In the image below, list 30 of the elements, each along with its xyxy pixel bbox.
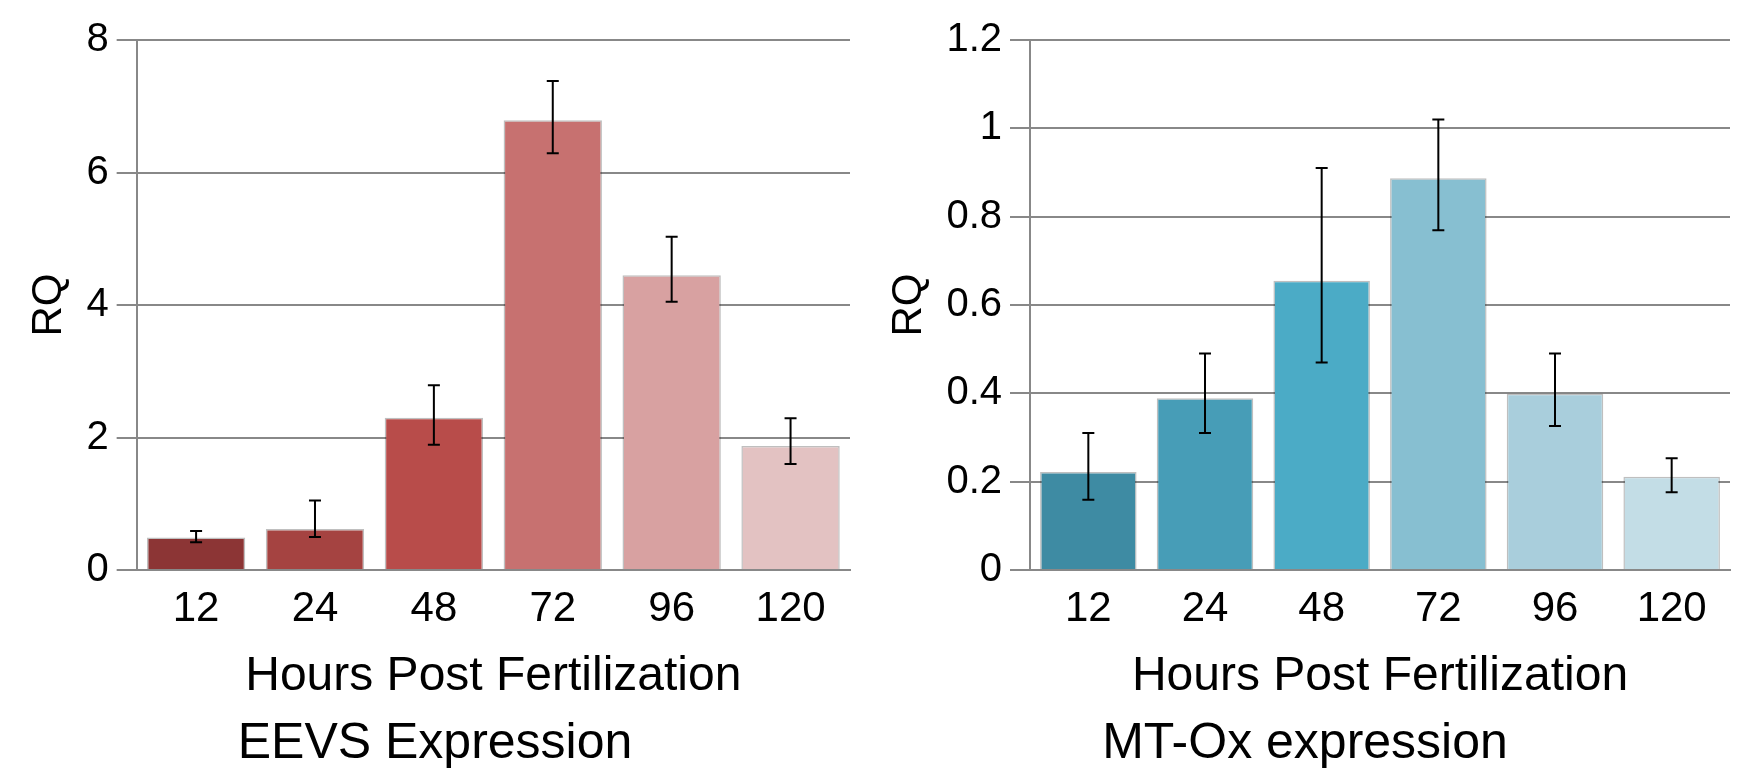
y-tick-label: 1 — [979, 103, 1003, 148]
x-tick-label: 12 — [1064, 582, 1112, 630]
y-tick-label: 0 — [979, 545, 1003, 590]
x-tick-label: 48 — [1298, 582, 1346, 630]
x-axis-title: Hours Post Fertilization — [1131, 647, 1629, 701]
text: MT-Ox expression — [1102, 712, 1508, 769]
y-axis-title: RQ — [882, 273, 930, 337]
y-tick-label: 0.6 — [946, 280, 1003, 325]
x-axis-title: Hours Post Fertilization — [245, 647, 742, 701]
y-tick-label: 0 — [86, 545, 109, 590]
x-tick-label: 96 — [1531, 582, 1579, 630]
x-tick-label: 24 — [1181, 582, 1229, 630]
y-tick-label: 4 — [86, 280, 109, 325]
x-tick-label: 96 — [648, 582, 696, 630]
y-tick-label: 0.2 — [946, 456, 1003, 501]
y-tick-label: 0.8 — [946, 191, 1003, 236]
x-tick-label: 120 — [755, 582, 826, 630]
text: EEVS Expression — [237, 712, 633, 769]
y-tick-label: 8 — [86, 15, 109, 60]
y-tick-label: 1.2 — [946, 15, 1003, 60]
x-tick-label: 24 — [291, 582, 339, 630]
x-tick-label: 48 — [410, 582, 458, 630]
y-axis-title: RQ — [22, 273, 70, 337]
x-tick-label: 72 — [529, 582, 577, 630]
x-tick-label: 120 — [1636, 582, 1707, 630]
x-tick-label: 12 — [172, 582, 220, 630]
y-tick-label: 2 — [86, 412, 109, 457]
x-tick-label: 72 — [1414, 582, 1462, 630]
y-tick-label: 6 — [86, 147, 109, 192]
y-tick-label: 0.4 — [946, 368, 1003, 413]
